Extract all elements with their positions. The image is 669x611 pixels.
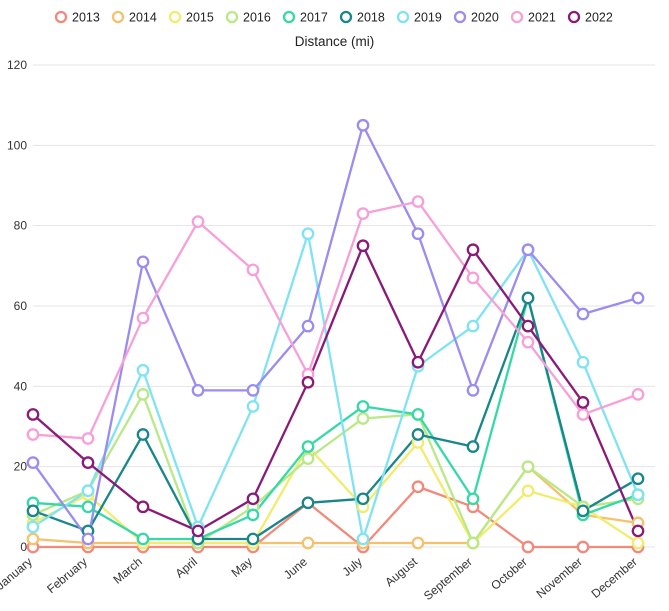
svg-text:0: 0 bbox=[20, 540, 27, 554]
svg-text:2014: 2014 bbox=[129, 10, 157, 24]
svg-text:40: 40 bbox=[14, 379, 28, 393]
svg-text:2021: 2021 bbox=[528, 10, 556, 24]
svg-text:2015: 2015 bbox=[186, 10, 214, 24]
svg-text:100: 100 bbox=[7, 138, 27, 152]
svg-text:2019: 2019 bbox=[414, 10, 442, 24]
svg-text:2020: 2020 bbox=[471, 10, 499, 24]
svg-text:2013: 2013 bbox=[72, 10, 100, 24]
svg-text:80: 80 bbox=[14, 219, 28, 233]
svg-text:2022: 2022 bbox=[585, 10, 613, 24]
svg-text:2016: 2016 bbox=[243, 10, 271, 24]
svg-text:60: 60 bbox=[14, 299, 28, 313]
svg-text:2018: 2018 bbox=[357, 10, 385, 24]
svg-text:120: 120 bbox=[7, 58, 27, 72]
svg-text:2017: 2017 bbox=[300, 10, 328, 24]
svg-text:20: 20 bbox=[14, 460, 28, 474]
svg-text:Distance (mi): Distance (mi) bbox=[295, 34, 375, 49]
